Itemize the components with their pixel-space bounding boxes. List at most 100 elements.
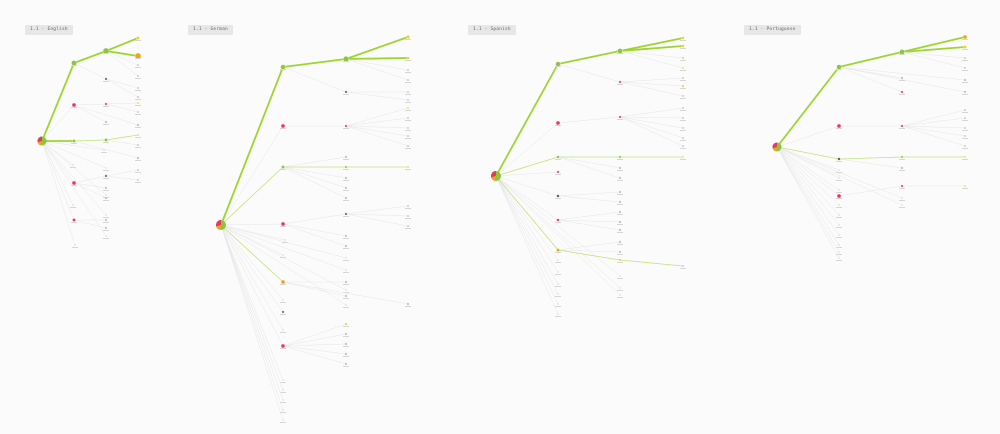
tree-edge xyxy=(282,223,347,247)
tree-node xyxy=(282,299,284,301)
node-caption-mark xyxy=(555,306,561,307)
tree-edge xyxy=(776,146,840,253)
tree-edge xyxy=(838,156,903,160)
node-caption-mark xyxy=(343,292,349,293)
node-caption-mark xyxy=(836,69,842,70)
node-caption-mark xyxy=(680,88,686,89)
tree-node xyxy=(280,343,286,349)
tree-edge xyxy=(73,219,107,229)
tree-node xyxy=(136,63,140,67)
tree-edge xyxy=(73,62,107,80)
node-caption-mark xyxy=(103,230,109,231)
tree-node xyxy=(406,144,410,148)
tree-edge xyxy=(220,224,284,401)
tree-node xyxy=(104,196,108,200)
node-caption-mark xyxy=(343,169,349,170)
tree-edge xyxy=(557,211,621,221)
node-caption-mark xyxy=(680,80,686,81)
node-caption-mark xyxy=(962,60,968,61)
root-node-segment xyxy=(491,176,496,181)
tree-edge xyxy=(220,224,286,241)
node-caption-mark xyxy=(617,180,623,181)
tree-edge xyxy=(282,345,347,365)
tree-node xyxy=(343,56,349,62)
node-caption-mark xyxy=(680,40,686,41)
tree-edge xyxy=(282,333,347,347)
tree-node xyxy=(617,48,623,54)
node-caption-mark xyxy=(680,98,686,99)
root-node-segment xyxy=(216,225,221,230)
tree-node xyxy=(681,106,685,110)
node-caption-mark xyxy=(103,53,109,54)
tree-edge xyxy=(495,122,559,177)
node-caption-mark xyxy=(343,346,349,347)
node-caption-mark xyxy=(405,169,411,170)
tree-node xyxy=(556,248,560,252)
tree-edge xyxy=(619,45,684,52)
tree-node xyxy=(344,90,348,94)
node-caption-mark xyxy=(680,70,686,71)
tree-edge xyxy=(41,140,74,206)
tree-edge xyxy=(838,66,966,81)
tree-edge xyxy=(105,139,139,146)
tree-edge xyxy=(105,50,139,57)
tree-edge xyxy=(41,140,107,196)
tree-edge xyxy=(901,51,966,59)
tree-node xyxy=(72,139,76,143)
panel-label-portuguese: 1.1 - Portuguese xyxy=(744,25,801,35)
node-caption-mark xyxy=(135,182,141,183)
tree-edge xyxy=(345,57,409,60)
tree-node xyxy=(557,313,559,315)
tree-node xyxy=(838,251,840,253)
tree-edge xyxy=(282,281,409,305)
tree-edge xyxy=(901,125,966,129)
node-caption-mark xyxy=(555,316,561,317)
tree-edge xyxy=(73,104,139,126)
tree-node xyxy=(136,36,140,40)
tree-node xyxy=(284,239,286,241)
tree-edge xyxy=(345,213,409,227)
node-caption-mark xyxy=(135,160,141,161)
tree-edge xyxy=(619,81,684,97)
tree-node xyxy=(838,204,840,206)
tree-edge xyxy=(282,345,347,355)
tree-node xyxy=(406,302,410,306)
tree-node xyxy=(681,264,685,268)
tree-node xyxy=(681,66,685,70)
node-caption-mark xyxy=(280,402,286,403)
node-caption-mark xyxy=(71,65,77,66)
tree-node xyxy=(963,108,967,112)
tree-node xyxy=(557,293,559,295)
tree-node xyxy=(104,226,108,230)
tree-node xyxy=(282,409,284,411)
node-caption-mark xyxy=(405,130,411,131)
node-caption-mark xyxy=(962,70,968,71)
node-caption-mark xyxy=(103,222,109,223)
node-caption-mark xyxy=(405,110,411,111)
node-caption-mark xyxy=(71,222,77,223)
node-caption-mark xyxy=(405,208,411,209)
tree-edge xyxy=(105,50,139,77)
tree-edge xyxy=(220,224,284,301)
tree-node xyxy=(406,56,410,60)
node-caption-mark xyxy=(405,148,411,149)
tree-edge xyxy=(220,223,284,226)
node-caption-mark xyxy=(617,194,623,195)
tree-edge xyxy=(776,146,840,191)
tree-edge xyxy=(345,125,409,147)
tree-node xyxy=(344,155,348,159)
node-caption-mark xyxy=(405,228,411,229)
tree-node xyxy=(105,167,107,169)
node-caption-mark xyxy=(405,39,411,40)
node-caption-mark xyxy=(899,54,905,55)
tree-edge xyxy=(619,50,684,59)
node-caption-mark xyxy=(343,298,349,299)
tree-edge xyxy=(557,241,621,251)
node-caption-mark xyxy=(135,67,141,68)
node-caption-mark xyxy=(343,190,349,191)
tree-node xyxy=(838,224,840,226)
tree-node xyxy=(280,64,286,70)
tree-node xyxy=(136,123,140,127)
tree-edge xyxy=(557,116,621,124)
tree-edge xyxy=(838,51,903,68)
